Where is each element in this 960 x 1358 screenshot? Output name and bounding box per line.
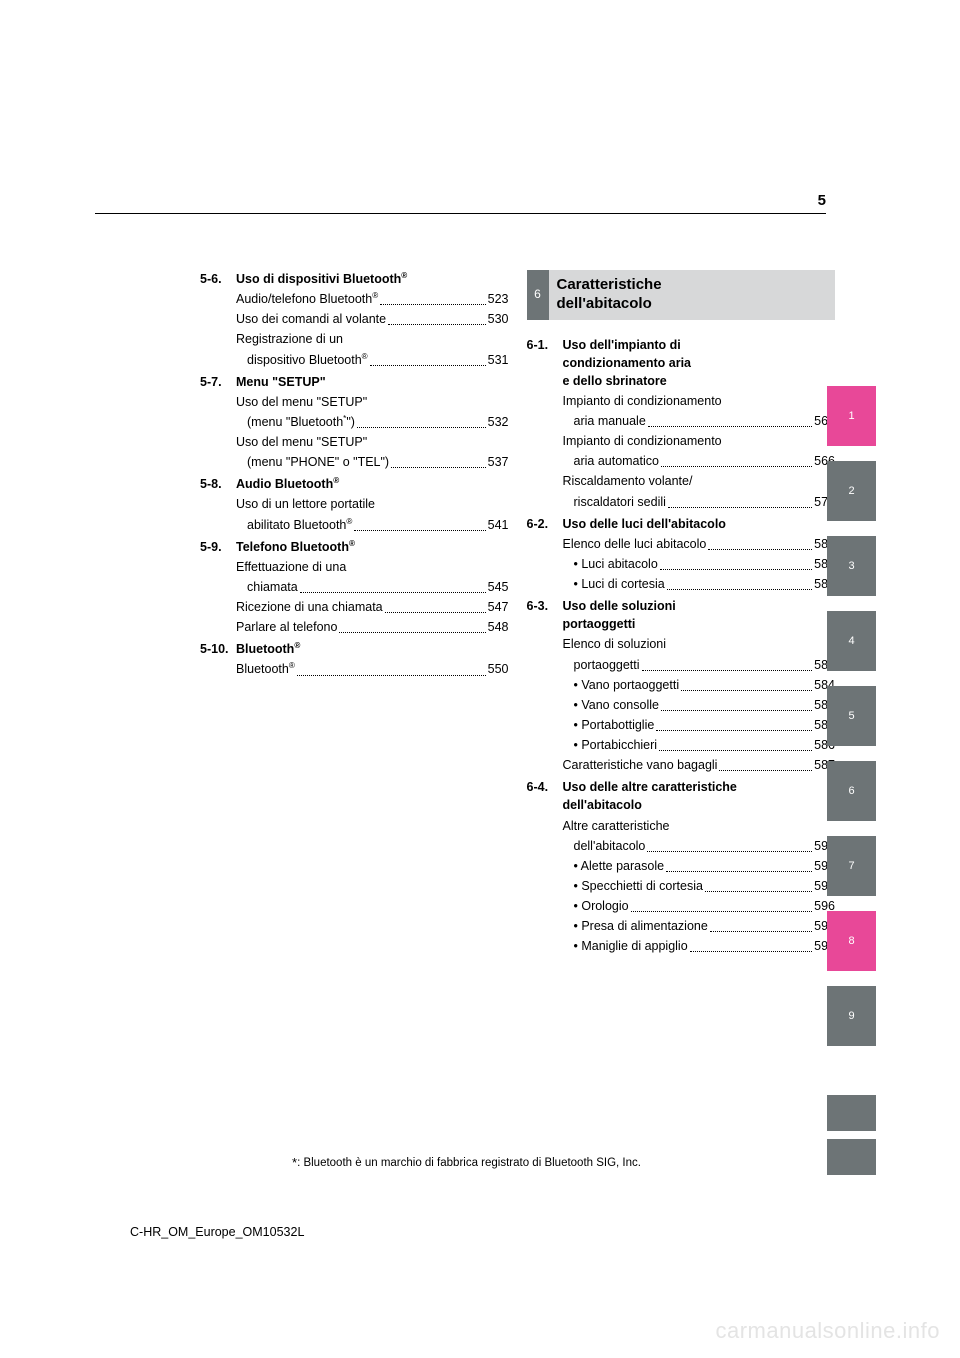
toc-section: 6-3.Uso delle soluzioniportaoggettiElenc… (527, 597, 836, 776)
section-body: Uso delle luci dell'abitacoloElenco dell… (563, 515, 836, 596)
side-tab-4[interactable]: 4 (827, 611, 876, 671)
side-tab-7[interactable]: 7 (827, 836, 876, 896)
section-body: Uso delle soluzioniportaoggettiElenco di… (563, 597, 836, 776)
section-body: Menu "SETUP"Uso del menu "SETUP"(menu "B… (236, 373, 509, 474)
section-title: Uso di dispositivi Bluetooth® (236, 270, 509, 288)
toc-section: 5-8.Audio Bluetooth®Uso di un lettore po… (200, 475, 509, 535)
toc-section: 5-7.Menu "SETUP"Uso del menu "SETUP"(men… (200, 373, 509, 474)
section-title: Audio Bluetooth® (236, 475, 509, 493)
chapter-number: 6 (527, 270, 549, 320)
side-tab-6[interactable]: 6 (827, 761, 876, 821)
chapter-title: Caratteristichedell'abitacolo (549, 270, 836, 320)
section-body: Uso di dispositivi Bluetooth®Audio/telef… (236, 270, 509, 371)
toc-section: 5-6.Uso di dispositivi Bluetooth®Audio/t… (200, 270, 509, 371)
section-body: Telefono Bluetooth®Effettuazione di unac… (236, 538, 509, 639)
bottom-tab (827, 1139, 876, 1175)
section-number: 6-1. (527, 336, 563, 513)
section-title: Uso dell'impianto dicondizionamento aria… (563, 336, 836, 390)
doc-id: C-HR_OM_Europe_OM10532L (130, 1225, 304, 1239)
chapter-header: 6Caratteristichedell'abitacolo (527, 270, 836, 320)
side-tab-2[interactable]: 2 (827, 461, 876, 521)
side-tab-8[interactable]: 8 (827, 911, 876, 971)
section-title: Telefono Bluetooth® (236, 538, 509, 556)
side-tab-1[interactable]: 1 (827, 386, 876, 446)
bottom-tabs (827, 1095, 876, 1183)
toc-section: 6-1.Uso dell'impianto dicondizionamento … (527, 336, 836, 513)
section-title: Uso delle luci dell'abitacolo (563, 515, 836, 533)
page-number: 5 (818, 192, 826, 209)
section-title: Bluetooth® (236, 640, 509, 658)
section-number: 5-8. (200, 475, 236, 535)
toc-section: 5-9.Telefono Bluetooth®Effettuazione di … (200, 538, 509, 639)
section-body: Audio Bluetooth®Uso di un lettore portat… (236, 475, 509, 535)
footnote: *: Bluetooth è un marchio di fabbrica re… (292, 1155, 641, 1170)
section-body: Bluetooth®Bluetooth®550 (236, 640, 509, 680)
section-number: 5-6. (200, 270, 236, 371)
toc-section: 6-4.Uso delle altre caratteristichedell'… (527, 778, 836, 957)
side-tab-3[interactable]: 3 (827, 536, 876, 596)
toc-content: 5-6.Uso di dispositivi Bluetooth®Audio/t… (200, 270, 835, 957)
header-rule (95, 213, 826, 214)
section-title: Uso delle soluzioniportaoggetti (563, 597, 836, 633)
bottom-tab (827, 1095, 876, 1131)
section-body: Uso delle altre caratteristichedell'abit… (563, 778, 836, 957)
side-tab-9[interactable]: 9 (827, 986, 876, 1046)
section-number: 5-10. (200, 640, 236, 680)
toc-section: 6-2.Uso delle luci dell'abitacoloElenco … (527, 515, 836, 596)
section-number: 5-7. (200, 373, 236, 474)
section-number: 6-4. (527, 778, 563, 957)
side-tab-5[interactable]: 5 (827, 686, 876, 746)
section-title: Menu "SETUP" (236, 373, 509, 391)
section-number: 5-9. (200, 538, 236, 639)
watermark: carmanualsonline.info (715, 1318, 940, 1344)
left-column: 5-6.Uso di dispositivi Bluetooth®Audio/t… (200, 270, 509, 957)
side-tabs: 1 2 3 4 5 6 7 8 9 (827, 386, 876, 1061)
toc-section: 5-10.Bluetooth®Bluetooth®550 (200, 640, 509, 680)
section-body: Uso dell'impianto dicondizionamento aria… (563, 336, 836, 513)
right-column: 6Caratteristichedell'abitacolo6-1.Uso de… (527, 270, 836, 957)
section-number: 6-3. (527, 597, 563, 776)
section-number: 6-2. (527, 515, 563, 596)
section-title: Uso delle altre caratteristichedell'abit… (563, 778, 836, 814)
